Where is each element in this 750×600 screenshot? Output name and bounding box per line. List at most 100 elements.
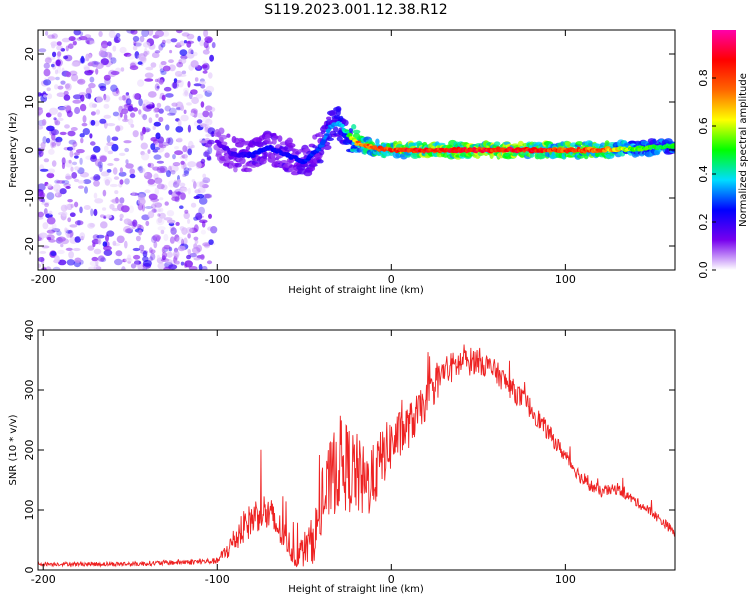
- noise-speck: [68, 43, 74, 49]
- noise-speck: [43, 94, 47, 98]
- noise-speck: [171, 191, 180, 199]
- noise-speck: [157, 226, 166, 231]
- noise-speck: [125, 163, 134, 169]
- colorbar-tick-label: 0.0: [697, 261, 710, 279]
- noise-speck: [187, 249, 191, 254]
- noise-speck: [84, 34, 92, 39]
- noise-speck: [56, 180, 66, 184]
- noise-speck: [103, 245, 112, 251]
- noise-speck: [89, 223, 96, 228]
- noise-speck: [111, 198, 121, 204]
- noise-speck: [92, 145, 101, 153]
- noise-speck: [87, 245, 95, 251]
- noise-speck: [47, 168, 56, 174]
- noise-speck: [66, 146, 74, 151]
- noise-speck: [173, 250, 180, 258]
- noise-speck: [141, 214, 150, 221]
- ridge-halo: [228, 160, 234, 165]
- noise-speck: [180, 58, 187, 64]
- noise-speck: [45, 266, 52, 270]
- noise-speck: [170, 38, 178, 43]
- noise-speck: [160, 42, 166, 48]
- ridge-core: [326, 128, 332, 131]
- noise-speck: [50, 41, 58, 47]
- noise-speck: [156, 183, 165, 190]
- noise-speck: [57, 117, 64, 122]
- noise-speck: [106, 135, 111, 143]
- ridge-halo: [316, 159, 324, 164]
- noise-speck: [169, 224, 175, 232]
- noise-speck: [142, 114, 148, 121]
- noise-speck: [64, 159, 73, 168]
- noise-speck: [153, 208, 158, 213]
- noise-speck: [130, 263, 137, 269]
- noise-speck: [85, 93, 92, 99]
- noise-speck: [89, 260, 97, 267]
- noise-speck: [119, 218, 123, 221]
- noise-speck: [132, 247, 141, 252]
- noise-speck: [144, 72, 154, 79]
- ridge-halo: [348, 128, 354, 133]
- noise-speck: [80, 171, 89, 178]
- noise-speck: [170, 227, 177, 235]
- noise-speck: [132, 130, 139, 138]
- noise-speck: [124, 228, 132, 234]
- noise-speck: [60, 204, 68, 212]
- noise-speck: [175, 126, 184, 133]
- ridge-halo: [323, 144, 332, 150]
- noise-speck: [49, 107, 58, 116]
- noise-speck: [93, 192, 98, 199]
- noise-speck: [183, 87, 190, 94]
- noise-speck: [119, 111, 123, 118]
- noise-speck: [94, 198, 104, 204]
- noise-speck: [187, 218, 191, 224]
- noise-speck: [97, 238, 102, 245]
- noise-speck: [193, 257, 201, 261]
- noise-speck: [202, 242, 211, 247]
- noise-speck: [202, 110, 210, 118]
- colorbar-gradient: [712, 30, 736, 270]
- noise-speck: [79, 133, 85, 138]
- x-tick-label: 100: [555, 573, 576, 586]
- noise-speck: [183, 170, 189, 177]
- noise-speck: [155, 113, 159, 118]
- noise-speck: [187, 148, 192, 156]
- noise-speck: [39, 197, 44, 202]
- noise-speck: [163, 244, 171, 250]
- noise-speck: [200, 101, 205, 108]
- noise-speck: [112, 240, 117, 246]
- noise-speck: [165, 93, 174, 98]
- chart-title: S119.2023.001.12.38.R12: [264, 2, 447, 18]
- noise-speck: [204, 193, 213, 199]
- noise-speck: [50, 251, 57, 257]
- noise-speck: [86, 40, 90, 45]
- noise-speck: [56, 45, 64, 51]
- noise-speck: [92, 175, 97, 181]
- noise-speck: [133, 40, 137, 46]
- noise-speck: [104, 145, 109, 153]
- noise-speck: [168, 107, 177, 116]
- snr-series-line: [38, 344, 675, 568]
- noise-speck: [152, 234, 162, 242]
- noise-speck: [203, 89, 207, 93]
- noise-speck: [189, 253, 197, 258]
- noise-speck: [93, 208, 98, 217]
- noise-speck: [149, 256, 153, 262]
- noise-speck: [168, 180, 176, 188]
- noise-speck: [54, 84, 59, 90]
- noise-speck: [71, 73, 79, 82]
- noise-speck: [53, 117, 57, 121]
- noise-speck: [164, 201, 169, 206]
- noise-speck: [84, 186, 88, 194]
- noise-speck: [46, 125, 55, 132]
- noise-speck: [150, 198, 160, 202]
- noise-speck: [168, 59, 174, 63]
- noise-speck: [90, 155, 98, 162]
- noise-speck: [156, 102, 162, 108]
- ridge-core: [672, 144, 675, 149]
- noise-speck: [201, 184, 209, 189]
- noise-speck: [90, 119, 96, 126]
- noise-speck: [103, 74, 111, 81]
- noise-speck: [60, 80, 66, 85]
- colorbar-tick-label: 0.4: [697, 165, 710, 183]
